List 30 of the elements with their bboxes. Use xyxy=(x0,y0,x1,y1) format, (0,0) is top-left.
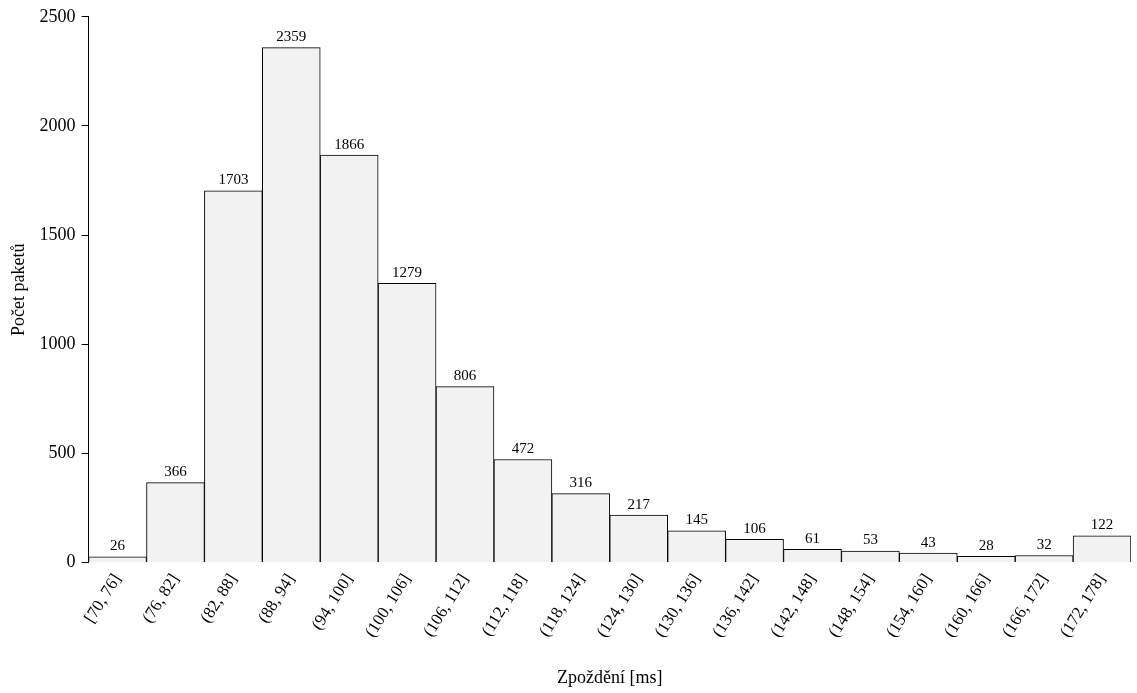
x-tick-label: [70, 76] xyxy=(80,570,125,627)
data-label: 472 xyxy=(511,439,535,456)
x-tick-label: (88, 94] xyxy=(253,570,299,627)
data-label: 217 xyxy=(627,495,651,512)
y-tick-label: 0 xyxy=(66,551,76,572)
y-axis-title: Počet paketů xyxy=(7,243,28,336)
data-label: 316 xyxy=(569,473,593,490)
data-label: 43 xyxy=(920,533,936,550)
y-tick-label: 2500 xyxy=(39,5,76,26)
data-label: 53 xyxy=(862,531,878,548)
data-label: 28 xyxy=(978,536,994,553)
data-label: 2359 xyxy=(276,28,307,45)
data-label: 806 xyxy=(453,367,477,384)
data-label: 1866 xyxy=(334,135,365,152)
data-label: 1703 xyxy=(218,171,249,188)
data-label: 61 xyxy=(804,529,820,546)
x-tick-label: (76, 82] xyxy=(138,570,183,627)
data-label: 122 xyxy=(1090,516,1114,533)
data-label: 145 xyxy=(685,511,708,528)
data-label: 366 xyxy=(164,463,188,480)
y-tick-label: 1000 xyxy=(39,332,76,353)
data-label: 1279 xyxy=(392,263,423,280)
data-label: 106 xyxy=(743,519,767,536)
x-tick-label: (82, 88] xyxy=(195,570,241,627)
data-label: 26 xyxy=(110,537,126,554)
x-axis-title: Zpoždění [ms] xyxy=(557,666,663,687)
y-tick-label: 2000 xyxy=(39,114,76,135)
data-label: 32 xyxy=(1036,535,1052,552)
y-tick-label: 1500 xyxy=(39,223,76,244)
y-tick-label: 500 xyxy=(48,442,76,463)
